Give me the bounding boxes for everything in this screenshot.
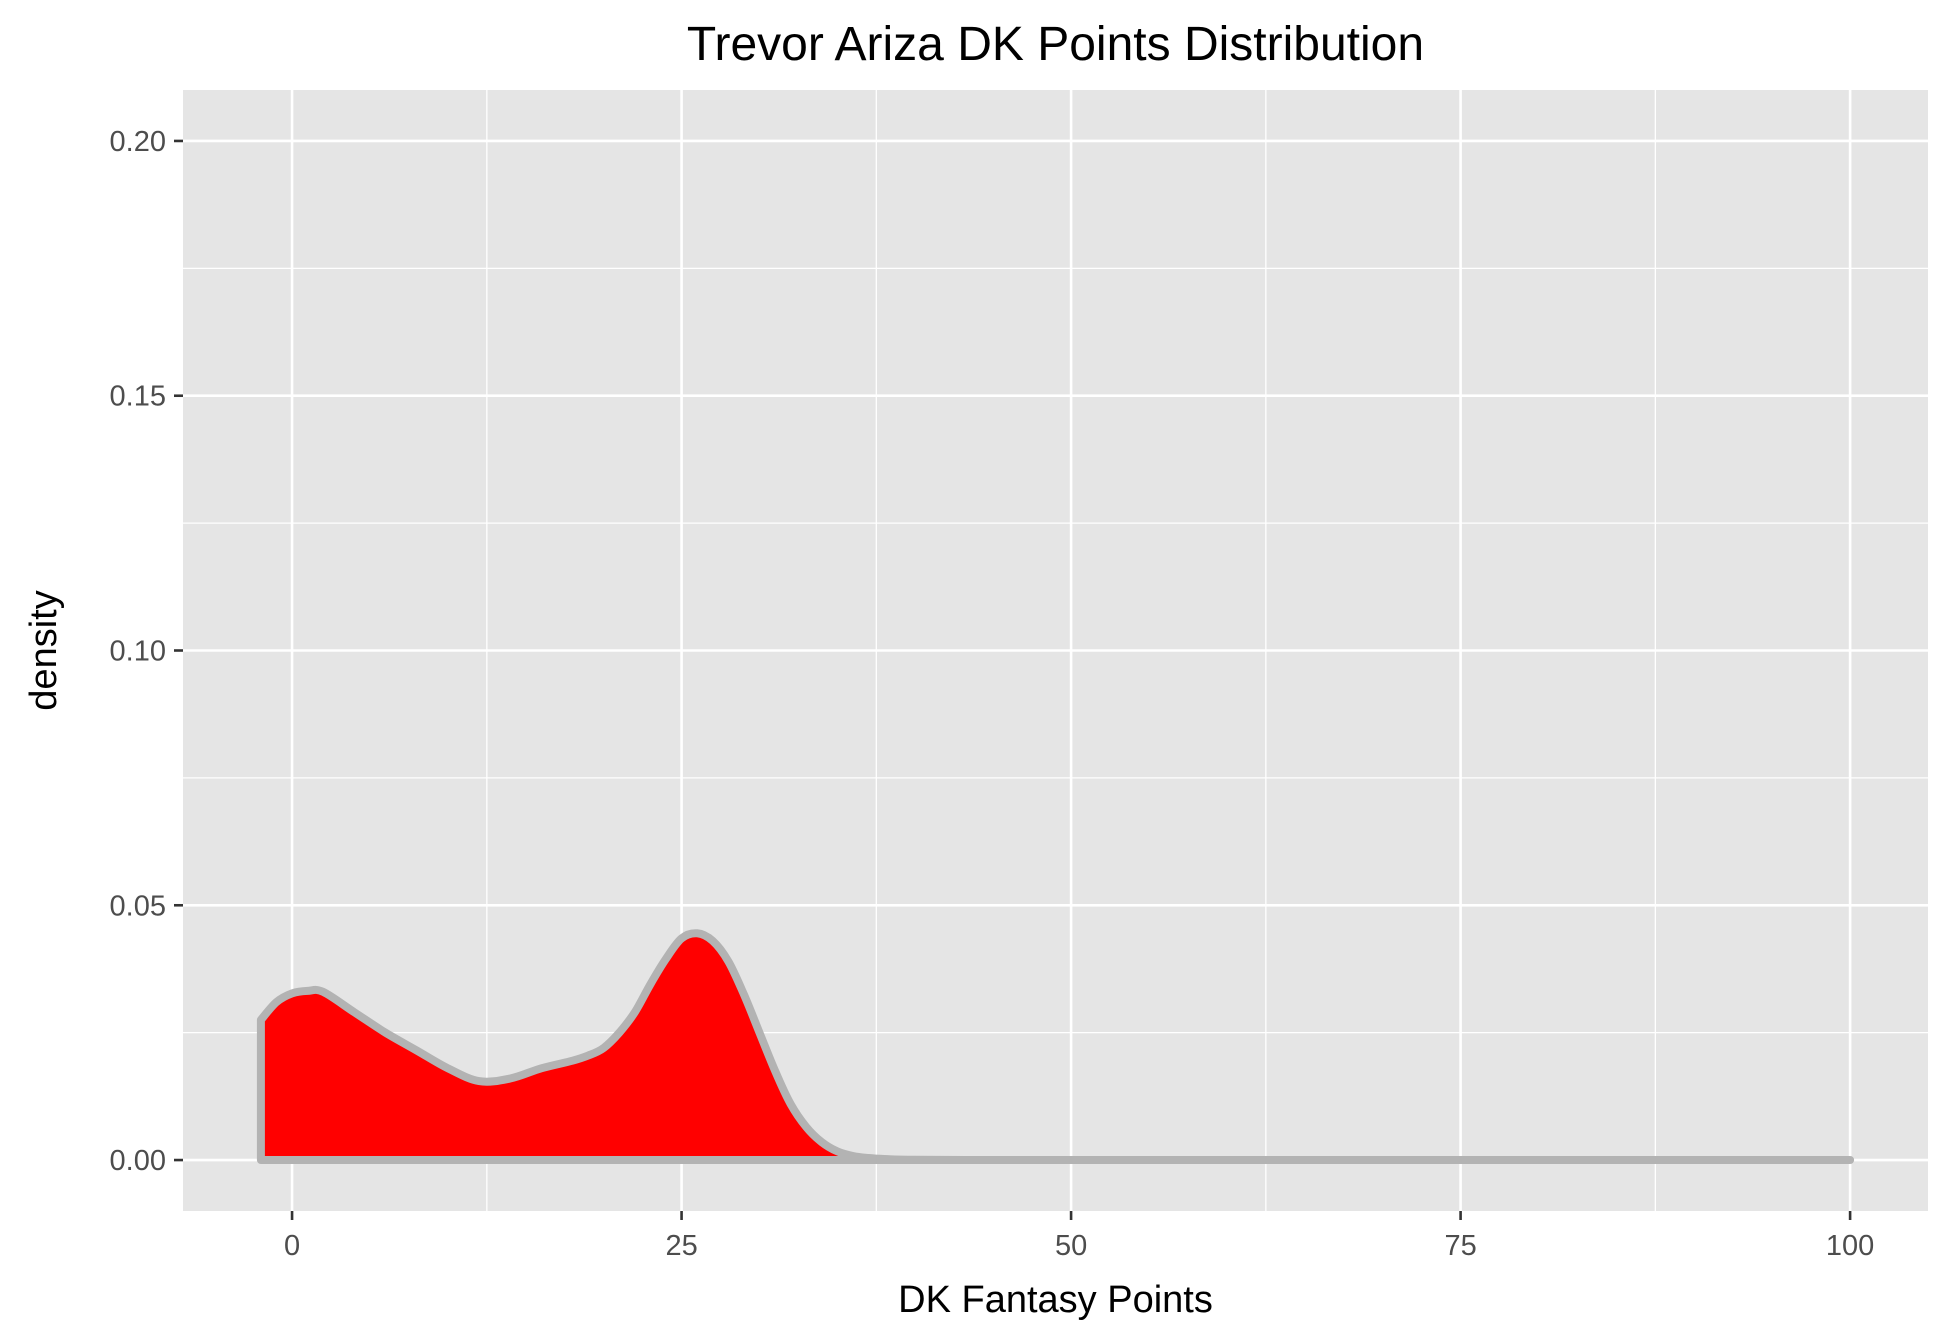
- y-axis: 0.00 0.05 0.10 0.15 0.20: [110, 126, 183, 1177]
- y-tick-label: 0.20: [110, 126, 166, 158]
- x-tick-label: 100: [1826, 1230, 1874, 1262]
- y-axis-title: density: [23, 590, 65, 710]
- y-tick-label: 0.05: [110, 890, 166, 922]
- density-area: [256, 929, 1855, 1165]
- x-axis: 0 25 50 75 100: [284, 1211, 1874, 1262]
- y-tick-label: 0.00: [110, 1145, 166, 1177]
- x-tick-label: 0: [284, 1230, 300, 1262]
- density-marks: [256, 929, 1855, 1165]
- y-tick-label: 0.15: [110, 381, 166, 413]
- x-tick-label: 50: [1055, 1230, 1087, 1262]
- chart-title: Trevor Ariza DK Points Distribution: [687, 18, 1424, 71]
- x-tick-label: 75: [1444, 1230, 1476, 1262]
- y-tick-label: 0.10: [110, 636, 166, 668]
- x-axis-title: DK Fantasy Points: [898, 1279, 1213, 1321]
- x-tick-label: 25: [665, 1230, 697, 1262]
